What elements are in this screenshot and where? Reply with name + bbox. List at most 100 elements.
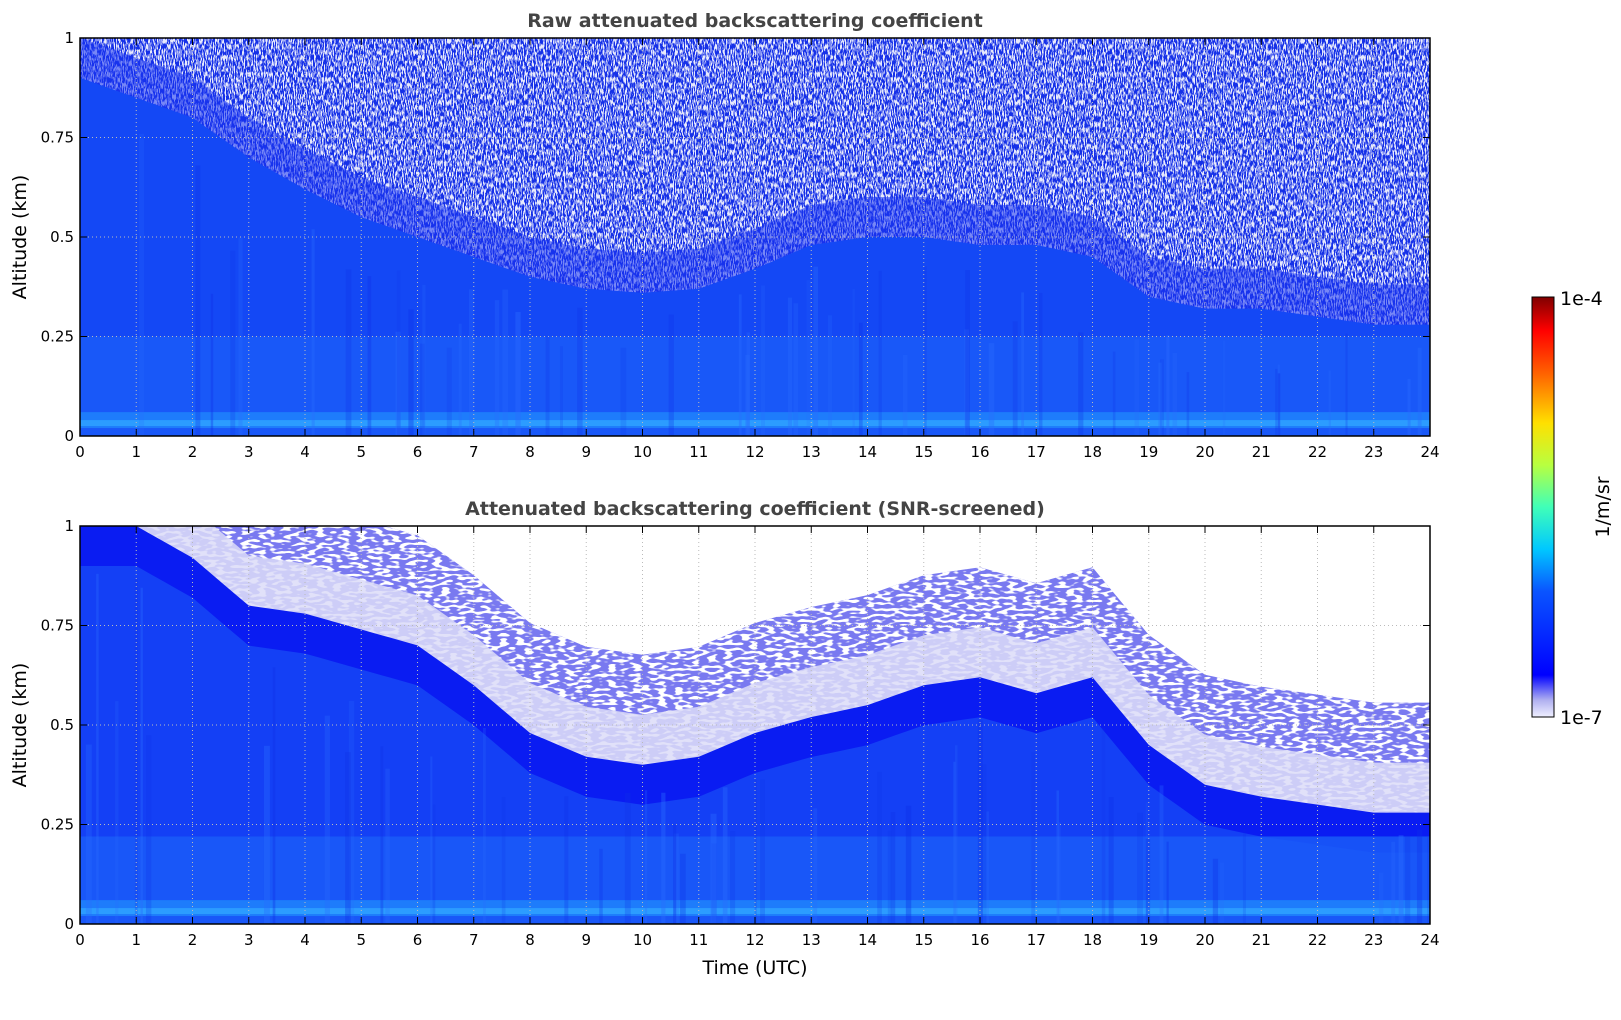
x-tick-label: 11 <box>689 931 708 949</box>
texture-streak <box>345 269 352 436</box>
texture-streak <box>730 831 736 924</box>
texture-streak <box>1275 368 1278 436</box>
x-tick-label: 22 <box>1308 443 1327 461</box>
texture-streak <box>1039 292 1043 436</box>
texture-streak <box>380 746 384 924</box>
texture-streak <box>965 270 970 436</box>
texture-streak <box>145 735 152 924</box>
y-tick-label: 0.75 <box>41 617 74 635</box>
texture-streak <box>1417 347 1422 436</box>
texture-streak <box>1398 835 1404 924</box>
x-axis-ticks: 0 1 2 3 4 5 6 7 8 9 10 11 12 13 14 15 16 17 18 19 20 21 22 23 24 <box>75 38 1440 461</box>
colorbar-min-label: 1e-7 <box>1560 707 1603 729</box>
colorbar-max-label: 1e-4 <box>1560 288 1603 310</box>
texture-streak <box>1378 872 1384 924</box>
texture-streak <box>432 804 436 924</box>
texture-streak <box>953 761 956 924</box>
x-tick-label: 18 <box>1083 443 1102 461</box>
panel-title: Raw attenuated backscattering coefficien… <box>527 10 983 32</box>
texture-streak <box>754 779 757 924</box>
texture-streak <box>230 250 236 436</box>
x-tick-label: 23 <box>1364 931 1383 949</box>
texture-streak <box>468 289 474 436</box>
x-tick-label: 8 <box>525 931 535 949</box>
x-tick-label: 10 <box>633 443 652 461</box>
texture-streak <box>482 727 486 924</box>
texture-streak <box>954 745 958 924</box>
y-tick-label: 0.25 <box>41 328 74 346</box>
x-tick-label: 14 <box>858 931 877 949</box>
texture-streak <box>502 289 509 436</box>
texture-streak <box>385 768 390 924</box>
texture-streak <box>813 808 818 924</box>
texture-streak <box>852 289 855 436</box>
texture-streak <box>430 756 433 924</box>
texture-streak <box>140 587 143 924</box>
texture-streak <box>1158 362 1162 436</box>
texture-streak <box>420 343 425 436</box>
texture-streak <box>96 573 99 924</box>
x-tick-label: 14 <box>858 443 877 461</box>
texture-streak <box>1328 370 1331 436</box>
texture-streak <box>85 744 92 924</box>
texture-streak <box>1166 841 1169 924</box>
x-tick-label: 10 <box>633 931 652 949</box>
texture-streak <box>1031 752 1035 924</box>
x-tick-label: 23 <box>1364 443 1383 461</box>
texture-streak <box>396 270 401 436</box>
texture-streak <box>348 700 355 924</box>
heatmap-field <box>80 38 1430 436</box>
x-tick-label: 2 <box>188 931 198 949</box>
texture-streak <box>1145 838 1151 924</box>
texture-streak <box>877 771 882 924</box>
x-tick-label: 24 <box>1420 443 1439 461</box>
texture-streak <box>422 284 426 436</box>
x-tick-label: 8 <box>525 443 535 461</box>
x-tick-label: 20 <box>1195 443 1214 461</box>
texture-streak <box>1427 836 1430 924</box>
texture-streak <box>858 322 863 436</box>
texture-streak <box>738 294 742 436</box>
x-tick-label: 13 <box>802 931 821 949</box>
texture-streak <box>1345 333 1348 436</box>
x-tick-label: 12 <box>745 443 764 461</box>
texture-streak <box>980 764 987 924</box>
texture-streak <box>644 790 648 924</box>
texture-streak <box>115 701 119 924</box>
y-tick-label: 0 <box>64 915 74 933</box>
texture-streak <box>1012 321 1018 436</box>
texture-streak <box>787 297 793 436</box>
texture-streak <box>1160 359 1164 436</box>
x-tick-label: 9 <box>581 931 591 949</box>
y-tick-label: 0.5 <box>50 716 74 734</box>
texture-streak <box>1186 372 1190 436</box>
texture-streak <box>408 309 414 436</box>
texture-streak <box>1222 340 1226 436</box>
y-tick-label: 0.25 <box>41 816 74 834</box>
texture-streak <box>1407 378 1411 436</box>
texture-streak <box>1021 292 1025 436</box>
texture-streak <box>878 270 882 436</box>
texture-streak <box>210 293 214 436</box>
texture-streak <box>806 280 812 436</box>
x-tick-label: 4 <box>300 931 310 949</box>
texture-streak <box>1172 352 1178 436</box>
texture-streak <box>1056 790 1059 924</box>
x-tick-label: 18 <box>1083 931 1102 949</box>
x-tick-label: 15 <box>914 443 933 461</box>
texture-streak <box>1391 841 1396 924</box>
y-axis-ticks: 0 0.25 0.5 0.75 1 <box>41 517 1430 933</box>
x-tick-label: 1 <box>131 931 141 949</box>
texture-streak <box>446 347 452 436</box>
y-axis-ticks: 0 0.25 0.5 0.75 1 <box>41 29 1430 445</box>
texture-streak <box>367 276 372 436</box>
grid-lines <box>80 38 1430 436</box>
texture-streak <box>599 848 603 924</box>
colorbar-unit-label: 1/m/sr <box>1592 476 1614 537</box>
texture-streak <box>263 745 270 924</box>
grid-lines <box>80 526 1430 924</box>
texture-streak <box>1058 822 1061 924</box>
texture-streak <box>545 336 550 436</box>
y-tick-label: 0.5 <box>50 228 74 246</box>
